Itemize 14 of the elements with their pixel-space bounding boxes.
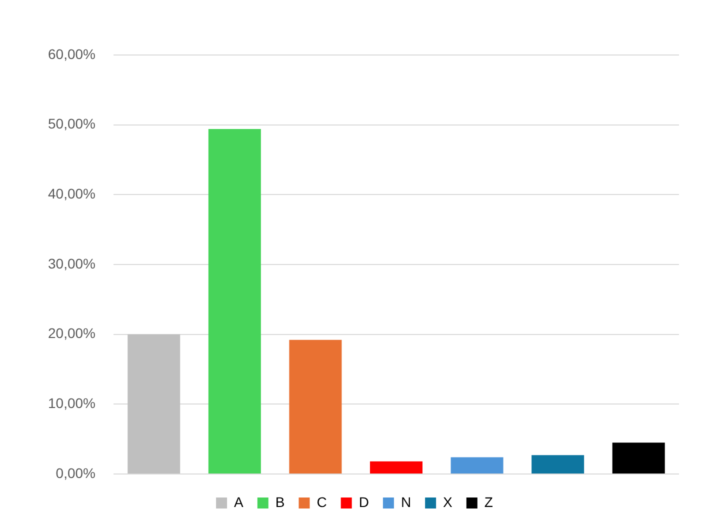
legend-label: A bbox=[234, 494, 244, 510]
legend-label: B bbox=[275, 494, 285, 510]
y-tick-label: 30,00% bbox=[48, 255, 96, 272]
y-tick-label: 40,00% bbox=[48, 186, 96, 202]
legend-label: C bbox=[316, 494, 327, 510]
legend-label: X bbox=[443, 494, 454, 510]
y-tick-label: 10,00% bbox=[48, 395, 96, 412]
legend-label: Z bbox=[484, 494, 494, 510]
y-tick-label: 50,00% bbox=[48, 116, 96, 132]
legend-label: D bbox=[358, 494, 369, 510]
y-tick-label: 60,00% bbox=[48, 46, 96, 62]
y-tick-label: 0,00% bbox=[56, 464, 96, 481]
legend-label: N bbox=[400, 494, 412, 510]
y-tick-label: 20,00% bbox=[48, 325, 96, 342]
